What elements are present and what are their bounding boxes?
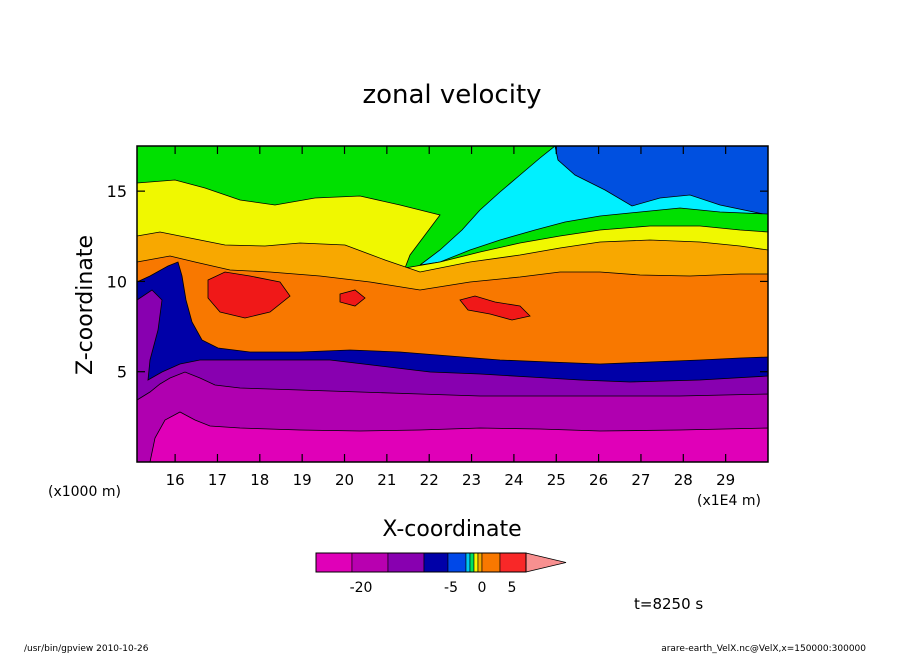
x-axis-label: X-coordinate — [382, 517, 521, 542]
chart-title: zonal velocity — [362, 80, 541, 110]
y-tick-label: 15 — [107, 182, 127, 201]
colorbar-segment — [499, 552, 527, 573]
time-label: t=8250 s — [634, 595, 703, 613]
x-tick-label: 19 — [293, 471, 312, 489]
y-axis-label: Z-coordinate — [73, 235, 98, 375]
y-tick-label: 5 — [117, 363, 127, 382]
y-axis-unit: (x1000 m) — [48, 484, 121, 500]
colorbar-segment — [387, 552, 425, 573]
colorbar-segment — [469, 552, 475, 573]
y-tick-label: 10 — [107, 272, 127, 291]
colorbar-label: -5 — [444, 580, 458, 596]
x-tick-label: 27 — [631, 471, 650, 489]
footer-left: /usr/bin/gpview 2010-10-26 — [24, 644, 149, 654]
colorbar: -20 -5 0 5 — [315, 552, 567, 596]
x-tick-label: 20 — [335, 471, 354, 489]
colorbar-segment — [477, 552, 483, 573]
colorbar-segment — [481, 552, 501, 573]
contour-red-core — [207, 271, 531, 321]
contour-field — [137, 146, 768, 462]
contour-magenta — [149, 411, 768, 462]
colorbar-segment — [465, 552, 471, 573]
x-tick-label: 22 — [420, 471, 439, 489]
colorbar-frame — [315, 552, 527, 573]
contour-blue-top — [554, 146, 768, 216]
x-tick-label: 24 — [504, 471, 523, 489]
colorbar-segment — [315, 552, 353, 573]
colorbar-segment — [351, 552, 389, 573]
x-tick-label: 28 — [674, 471, 693, 489]
colorbar-label: 0 — [478, 580, 487, 596]
x-axis-unit: (x1E4 m) — [697, 493, 761, 509]
x-tick-label: 25 — [547, 471, 566, 489]
x-tick-label: 17 — [208, 471, 227, 489]
x-tick-label: 26 — [589, 471, 608, 489]
footer-right: arare-earth_VelX.nc@VelX,x=150000:300000 — [661, 644, 866, 654]
x-axis-ticks: 16 17 18 19 20 21 22 23 24 25 26 27 28 29 — [166, 146, 735, 489]
colorbar-label: -20 — [350, 580, 373, 596]
x-tick-label: 16 — [166, 471, 185, 489]
x-tick-label: 29 — [716, 471, 735, 489]
colorbar-label: 5 — [508, 580, 517, 596]
x-tick-label: 23 — [462, 471, 481, 489]
colorbar-segment — [423, 552, 449, 573]
x-tick-label: 18 — [250, 471, 269, 489]
y-axis-ticks: 5 10 15 — [107, 182, 768, 382]
plot-frame — [136, 145, 769, 463]
colorbar-segment — [447, 552, 467, 573]
colorbar-segment — [473, 552, 479, 573]
x-tick-label: 21 — [377, 471, 396, 489]
colorbar-arrow — [525, 552, 567, 573]
